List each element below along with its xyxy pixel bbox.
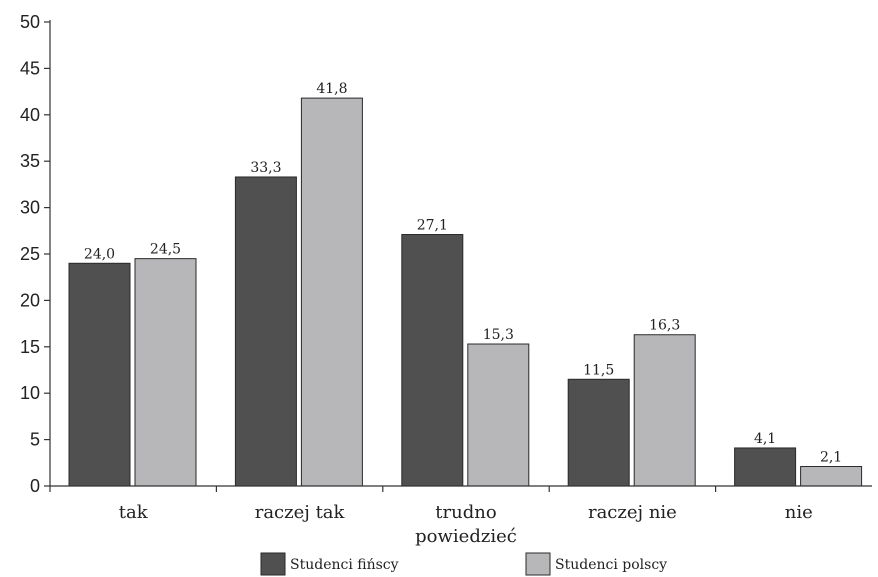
bar-finnish bbox=[734, 447, 797, 487]
data-label: 15,3 bbox=[483, 327, 514, 343]
legend-swatch bbox=[525, 552, 551, 576]
y-tick-label: 0 bbox=[30, 476, 40, 496]
data-label: 16,3 bbox=[649, 318, 680, 334]
bar-finnish bbox=[401, 234, 464, 487]
data-label: 24,0 bbox=[84, 246, 115, 262]
x-axis: tak raczej tak trudno powiedzieć raczej nie n… bbox=[49, 485, 872, 547]
bar-finnish bbox=[234, 176, 297, 487]
data-labels: 24,0 33,3 27,1 11,5 4,1 24,5 41,8 15,3 16,3 2,1 bbox=[84, 81, 842, 465]
data-label: 4,1 bbox=[754, 431, 776, 447]
data-label: 27,1 bbox=[417, 218, 448, 234]
data-label: 24,5 bbox=[150, 242, 181, 258]
y-tick-label: 40 bbox=[20, 105, 40, 125]
bar-polish bbox=[467, 343, 530, 487]
y-tick-label: 30 bbox=[20, 198, 40, 218]
x-tick-label-line: trudno bbox=[435, 502, 496, 523]
x-tick-label: raczej tak bbox=[255, 502, 346, 523]
x-tick-label-line: tak bbox=[119, 502, 149, 523]
legend-label: Studenci fińscy bbox=[290, 557, 399, 573]
x-tick-label-line: raczej nie bbox=[588, 502, 677, 523]
data-label: 33,3 bbox=[250, 160, 281, 176]
y-tick-label: 25 bbox=[20, 244, 40, 264]
y-tick-label: 10 bbox=[20, 383, 40, 403]
y-tick-label: 15 bbox=[20, 337, 40, 357]
data-label: 11,5 bbox=[583, 362, 614, 378]
legend-label: Studenci polscy bbox=[555, 557, 667, 573]
y-tick-label: 45 bbox=[20, 58, 40, 78]
bar-polish bbox=[300, 97, 363, 487]
y-tick-label: 35 bbox=[20, 151, 40, 171]
x-tick-label-line: nie bbox=[785, 502, 813, 523]
bar-polish bbox=[633, 334, 696, 487]
x-tick-label: tak bbox=[119, 502, 149, 523]
bar-finnish bbox=[68, 262, 131, 487]
data-label: 41,8 bbox=[316, 81, 347, 97]
bar-finnish bbox=[567, 378, 630, 487]
legend-swatch bbox=[260, 552, 286, 576]
y-tick-label: 50 bbox=[20, 12, 40, 32]
bar-polish bbox=[134, 258, 197, 487]
x-tick-label-line: powiedzieć bbox=[415, 526, 517, 547]
y-axis: 0 5 10 15 20 25 30 35 40 45 50 bbox=[20, 12, 51, 496]
x-tick-label: nie bbox=[785, 502, 813, 523]
legend: Studenci fińscy Studenci polscy bbox=[260, 552, 667, 576]
bars bbox=[68, 97, 863, 487]
y-tick-label: 5 bbox=[30, 430, 40, 450]
x-tick-label: raczej nie bbox=[588, 502, 677, 523]
y-tick-label: 20 bbox=[20, 290, 40, 310]
data-label: 2,1 bbox=[820, 450, 842, 466]
bar-polish bbox=[800, 466, 863, 487]
x-tick-label: trudno powiedzieć bbox=[415, 502, 517, 547]
x-tick-label-line: raczej tak bbox=[255, 502, 346, 523]
